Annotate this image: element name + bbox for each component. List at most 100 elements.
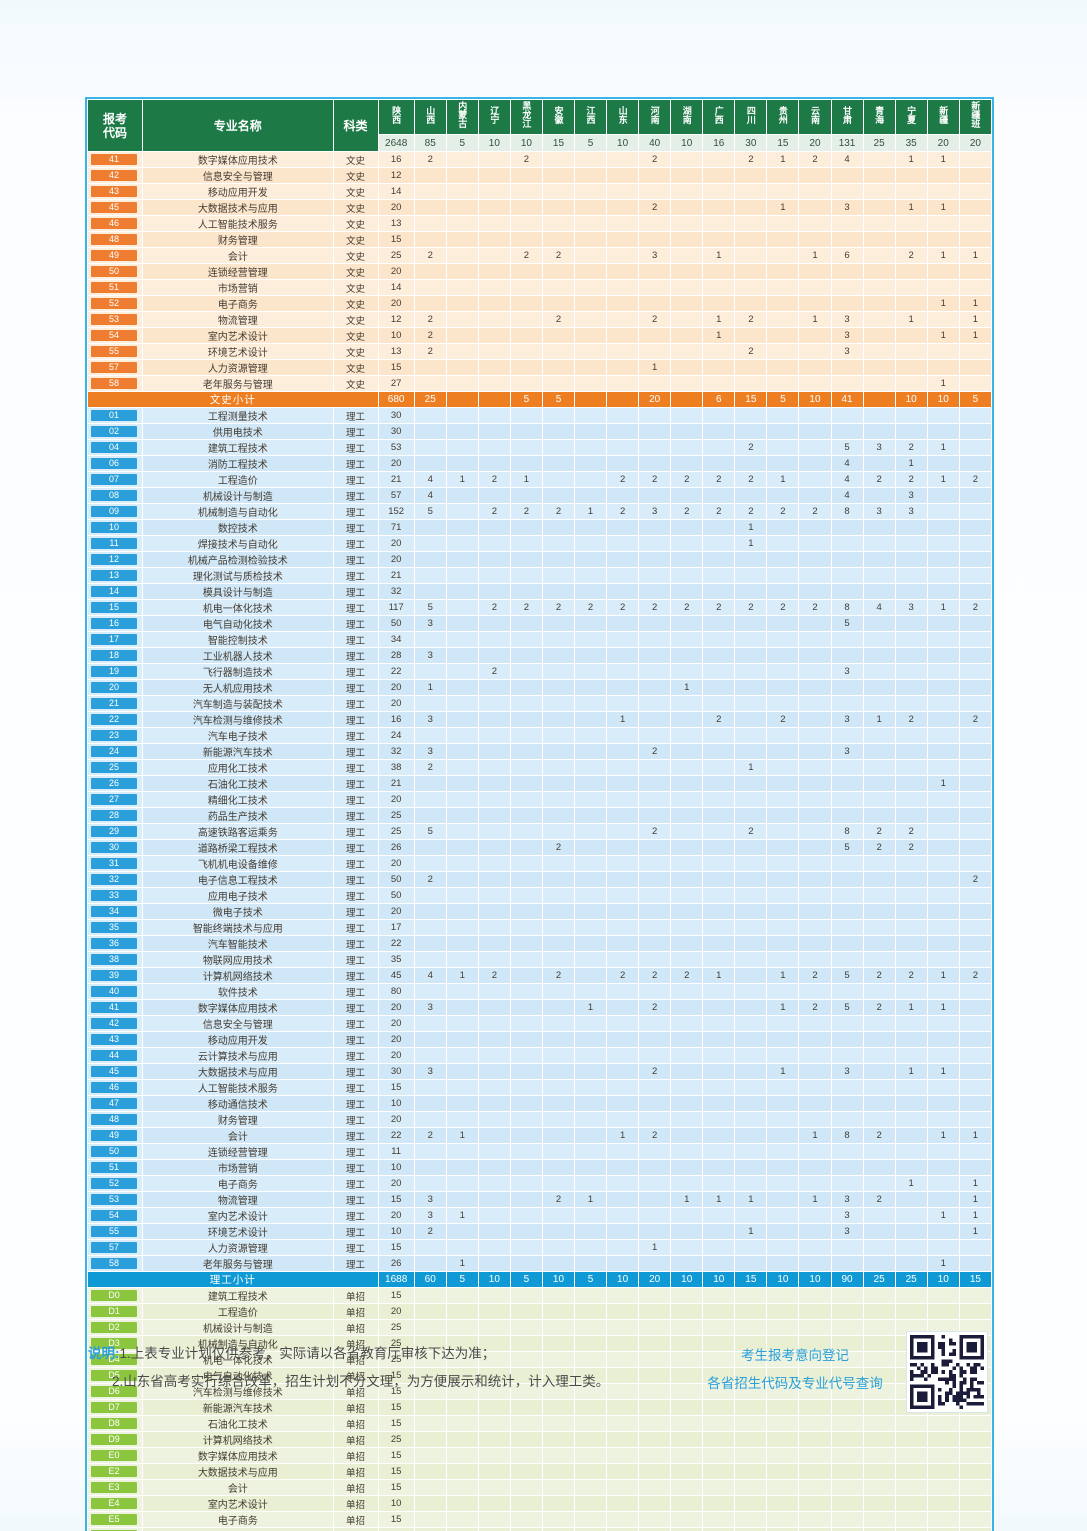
value-cell [766,727,800,744]
code-cell: D8 [86,1415,144,1432]
province-total-cell: 5 [573,134,608,152]
value-cell: 1 [926,1207,960,1224]
value-cell [926,1079,960,1096]
value-cell [638,375,672,392]
value-cell [638,759,672,776]
table-row: 11 焊接技术与自动化 理工 20 1 [86,535,993,552]
value-cell [606,1111,640,1128]
value-cell [445,1015,479,1032]
table-row: 58 老年服务与管理 文史 27 1 [86,375,993,392]
value-cell [477,1415,511,1432]
value-cell [926,631,960,648]
value-cell [798,711,832,728]
value-cell: 2 [606,503,640,520]
value-cell [509,1111,543,1128]
value-cell [734,871,768,888]
value-cell [541,1047,576,1064]
plan-table: 报考 代码 专业名称 科类 陕西 山西 内蒙古 辽宁 黑龙江 安徽 江西 山东 河南 湖南 广西 四川… [86,99,993,1531]
table-row: 31 飞机机电设备维修 理工 20 [86,855,993,872]
value-cell: 1 [638,359,672,376]
table-row: 26 石油化工技术 理工 21 1 [86,775,993,792]
value-cell [702,1399,736,1416]
value-cell [702,199,736,216]
value-cell [445,247,479,264]
value-cell [477,279,511,296]
table-row: 52 电子商务 文史 20 1 1 [86,295,993,312]
category-cell: 单招 [332,1447,379,1464]
value-cell [926,1047,960,1064]
value-cell [606,823,640,840]
value-cell [702,983,736,1000]
value-cell [573,695,608,712]
value-cell: 2 [638,599,672,616]
subtotal-value-cell: 10 [477,1271,511,1288]
value-cell [638,407,672,424]
value-cell [766,343,800,360]
value-cell [894,1111,928,1128]
value-cell [670,1527,704,1531]
value-cell [638,343,672,360]
code-badge: D3 [91,1337,138,1350]
value-cell: 3 [413,615,447,632]
category-cell: 理工 [332,823,379,840]
code-badge: 19 [91,665,138,678]
value-cell [477,759,511,776]
value-cell [638,1159,672,1176]
value-cell: 8 [830,503,864,520]
value-cell [670,1079,704,1096]
value-cell [862,743,896,760]
value-cell [734,1159,768,1176]
value-cell [445,839,479,856]
value-cell [702,903,736,920]
value-cell [477,167,511,184]
value-cell [766,647,800,664]
value-cell [766,631,800,648]
value-cell [509,1175,543,1192]
value-cell [702,455,736,472]
value-cell [541,1351,576,1368]
table-row: E3 会计 单招 15 [86,1479,993,1496]
value-cell [702,631,736,648]
major-name-cell: 机械产品检测检验技术 [142,551,334,568]
value-cell: 2 [606,599,640,616]
value-cell [734,1031,768,1048]
value-cell [894,1479,928,1496]
value-cell: 1 [766,999,800,1016]
value-cell [638,1255,672,1272]
value-cell [606,919,640,936]
value-cell [958,887,993,904]
value-cell [573,807,608,824]
value-cell [734,231,768,248]
value-cell [445,1303,479,1320]
value-cell [670,919,704,936]
value-cell: 1 [445,1255,479,1272]
province-header: 陕西 [377,99,415,135]
value-cell: 50 [377,887,415,904]
value-cell [541,1255,576,1272]
value-cell: 10 [377,327,415,344]
value-cell [830,1015,864,1032]
value-cell: 1 [734,759,768,776]
value-cell [573,1127,608,1144]
table-row: 42 信息安全与管理 文史 12 [86,167,993,184]
value-cell [670,407,704,424]
value-cell: 8 [830,823,864,840]
value-cell: 3 [894,503,928,520]
value-cell: 20 [377,455,415,472]
value-cell: 3 [413,1063,447,1080]
value-cell [509,823,543,840]
intent-registration-link[interactable]: 考生报考意向登记 [741,1348,849,1363]
value-cell [541,423,576,440]
value-cell: 1 [766,1063,800,1080]
value-cell [445,935,479,952]
category-cell: 理工 [332,951,379,968]
value-cell [798,1095,832,1112]
value-cell [445,1239,479,1256]
value-cell [862,359,896,376]
province-header: 山东 [606,99,640,135]
code-query-link[interactable]: 各省招生代码及专业代号查询 [707,1376,883,1391]
value-cell [798,839,832,856]
value-cell [702,663,736,680]
major-name-cell: 工程造价 [142,471,334,488]
value-cell [413,519,447,536]
